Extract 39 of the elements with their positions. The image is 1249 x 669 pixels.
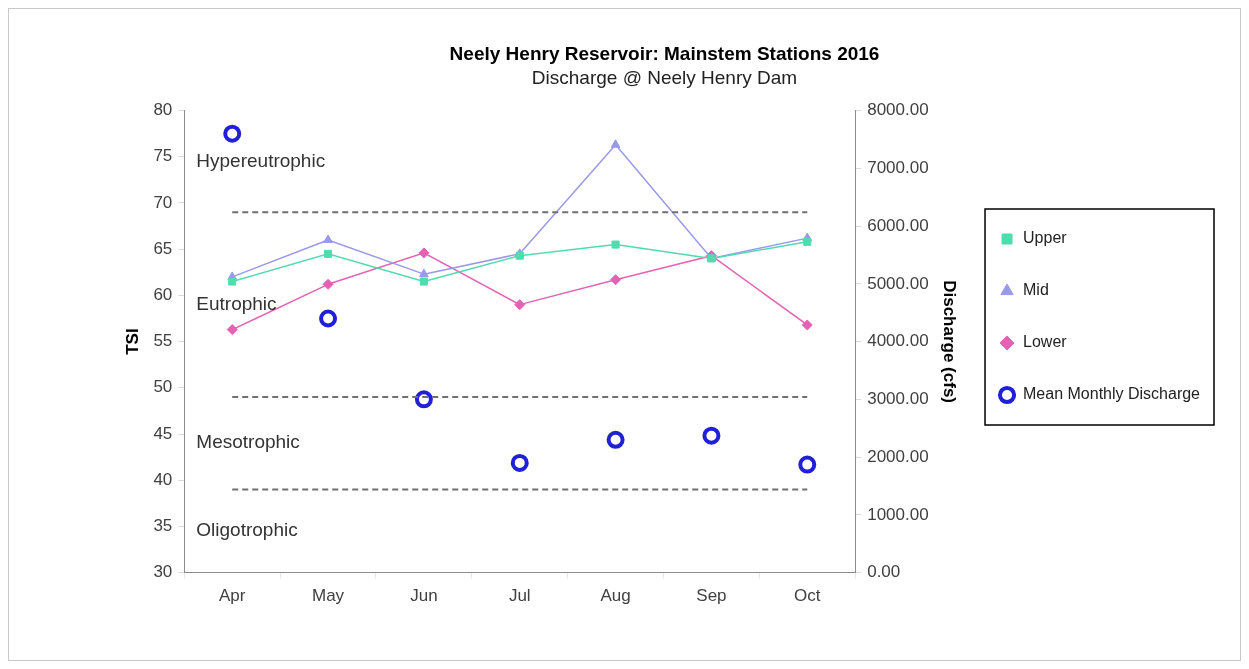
y2-tick-label: 0.00 — [867, 562, 901, 582]
y2-tick-label: 6000.00 — [867, 215, 929, 235]
legend-label: Mean Monthly Discharge — [1023, 385, 1201, 403]
x-tick-label: Jul — [508, 586, 531, 606]
y2-tick-label: 5000.00 — [867, 273, 929, 293]
y2-tick-label: 8000.00 — [867, 100, 929, 120]
y-tick-label: 50 — [153, 377, 173, 397]
x-tick-label: Sep — [696, 586, 727, 606]
y-tick-label: 55 — [153, 331, 173, 351]
legend-label: Mid — [1023, 281, 1049, 299]
y-tick-label: 80 — [153, 100, 173, 120]
legend-label: Upper — [1023, 229, 1068, 247]
y-tick-label: 45 — [153, 423, 173, 443]
y2-tick-label: 2000.00 — [867, 446, 929, 466]
x-tick-label: Oct — [794, 586, 821, 606]
x-tick-label: Jun — [410, 586, 438, 606]
y2-tick-label: 7000.00 — [867, 158, 929, 178]
y-tick-label: 30 — [153, 562, 173, 582]
x-tick-label: May — [312, 586, 345, 606]
x-tick-label: Apr — [218, 586, 246, 606]
annotation: Mesotrophic — [196, 431, 300, 453]
y2-tick-label: 3000.00 — [867, 389, 929, 409]
chart-subtitle: Discharge @ Neely Henry Dam — [531, 67, 798, 89]
annotation: Oligotrophic — [196, 519, 298, 541]
y-tick-label: 70 — [153, 192, 173, 212]
y-tick-label: 65 — [153, 238, 173, 258]
y2-tick-label: 1000.00 — [867, 504, 929, 524]
y-tick-label: 35 — [153, 516, 173, 536]
y-tick-label: 60 — [153, 285, 173, 305]
y2-axis-title: Discharge (cfs) — [940, 280, 960, 404]
annotation: Eutrophic — [196, 292, 277, 314]
y2-tick-label: 4000.00 — [867, 331, 929, 351]
y-axis-title: TSI — [122, 328, 142, 355]
chart-title: Neely Henry Reservoir: Mainstem Stations 2016 — [449, 42, 880, 64]
annotation: Hypereutrophic — [196, 149, 326, 171]
legend-label: Lower — [1023, 333, 1068, 351]
y-tick-label: 40 — [153, 469, 173, 489]
y-tick-label: 75 — [153, 146, 173, 166]
x-tick-label: Aug — [600, 586, 631, 606]
